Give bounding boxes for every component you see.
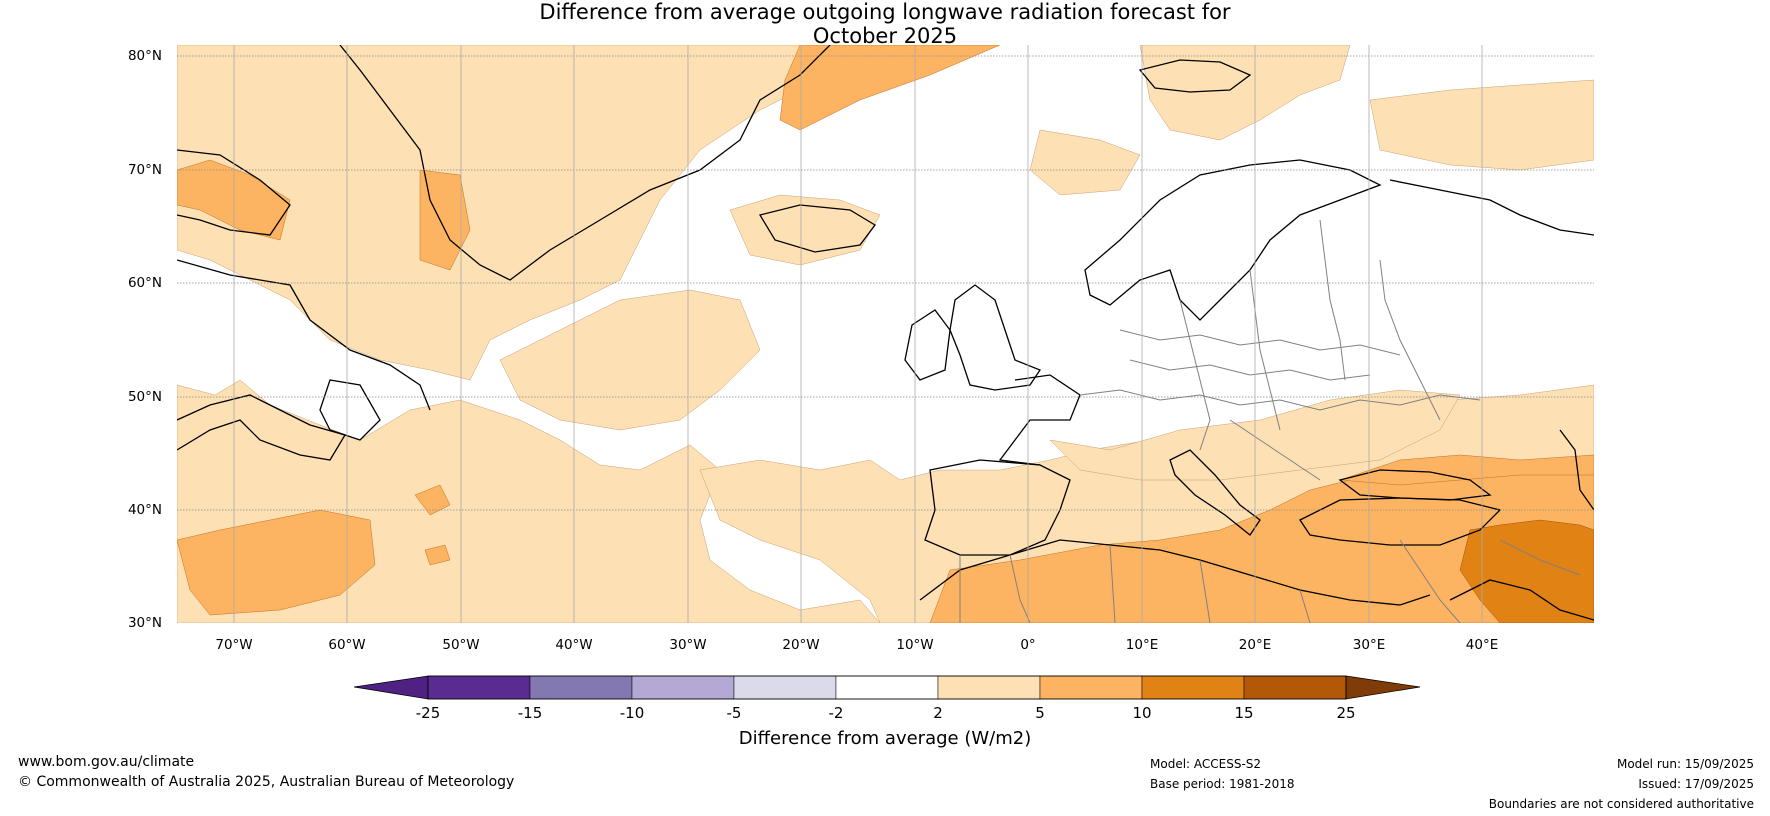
anomaly-region-sw-atlantic: [177, 509, 376, 616]
border-line-5: [1249, 269, 1281, 431]
footer-model-run: Model run: 15/09/2025: [1616, 757, 1754, 771]
colorbar-segment: [1141, 675, 1245, 700]
anomaly-region-labrador-sea: [419, 169, 471, 271]
footer-copyright: © Commonwealth of Australia 2025, Austra…: [18, 774, 515, 790]
coastline-arctic-russia: [1389, 179, 1594, 236]
border-line-14: [1009, 554, 1031, 623]
anomaly-region-north-atlantic: [177, 45, 831, 381]
lon-label-50w: 50°W: [442, 637, 480, 653]
border-line-4: [1179, 299, 1211, 451]
lon-label-30e: 30°E: [1352, 637, 1386, 653]
colorbar-segment: [529, 675, 633, 700]
coastline-iceland: [758, 204, 876, 253]
colorbar-segment: [937, 675, 1041, 700]
colorbar-outline: [427, 675, 1347, 700]
border-line-10: [1299, 589, 1311, 623]
coastline-iberia: [924, 459, 1071, 556]
lon-label-40w: 40°W: [555, 637, 593, 653]
map-title-line2: October 2025: [812, 24, 958, 48]
border-line-7: [1379, 259, 1441, 421]
colorbar-tick: -10: [619, 704, 645, 722]
graticule-longitudes: [233, 45, 1483, 623]
coastline-scandinavia: [1084, 159, 1382, 321]
lon-label-0: 0°: [1020, 637, 1036, 653]
colorbar-tick: 25: [1336, 704, 1356, 722]
coastline-france: [998, 374, 1081, 466]
anomaly-region-small-patch-2: [424, 544, 451, 566]
lon-label-10w: 10°W: [896, 637, 934, 653]
footer-model: Model: ACCESS-S2: [1150, 757, 1262, 771]
lon-label-40e: 40°E: [1465, 637, 1499, 653]
footer-disclaimer: Boundaries are not considered authoritat…: [1488, 797, 1754, 811]
lon-label-30w: 30°W: [669, 637, 707, 653]
colorbar-segment: [835, 675, 939, 700]
coastline-arabia: [1449, 579, 1594, 621]
lat-label-80n: 80°N: [127, 48, 162, 64]
colorbar-tick: 2: [933, 704, 943, 722]
lon-label-10e: 10°E: [1125, 637, 1159, 653]
anomaly-region-arabia: [1459, 519, 1594, 623]
coastline-labrador: [177, 259, 431, 411]
colorbar-tick: -15: [517, 704, 543, 722]
border-line-2: [1119, 329, 1401, 356]
anomaly-region-baffin: [177, 159, 291, 241]
coastlines: [177, 45, 1594, 621]
lon-label-20w: 20°W: [782, 637, 820, 653]
coastline-ireland: [904, 309, 951, 381]
coastline-north-africa: [919, 539, 1431, 606]
colorbar-tick: 5: [1035, 704, 1045, 722]
anomaly-region-barents: [1139, 45, 1351, 141]
coastline-novaya-zemlya: [1138, 59, 1252, 93]
lat-label-40n: 40°N: [127, 502, 162, 518]
coastline-newfoundland: [319, 379, 381, 441]
lat-label-60n: 60°N: [127, 275, 162, 291]
border-line-13: [1499, 539, 1581, 576]
colorbar-extension-high: [1345, 675, 1421, 700]
anomaly-layer: [177, 45, 1594, 623]
anomaly-region-middle-east: [1339, 454, 1594, 486]
lat-label-30n: 30°N: [127, 615, 162, 631]
country-borders: [959, 219, 1581, 623]
colorbar-segment: [1039, 675, 1143, 700]
colorbar-tick: -2: [828, 704, 844, 722]
border-line-11: [1199, 559, 1211, 623]
lon-label-60w: 60°W: [328, 637, 366, 653]
colorbar-extension-low: [353, 675, 429, 700]
graticule-latitudes: [177, 55, 1594, 511]
border-line-12: [1109, 544, 1116, 623]
colorbar-tick: -25: [415, 704, 441, 722]
anomaly-region-small-patch-1: [414, 484, 451, 516]
colorbar-tick: 15: [1234, 704, 1254, 722]
lon-label-20e: 20°E: [1238, 637, 1272, 653]
colorbar-label: Difference from average (W/m2): [738, 728, 1032, 749]
coastline-greenland: [339, 45, 831, 281]
border-line-6: [1319, 219, 1346, 381]
coastline-black-sea: [1338, 469, 1492, 501]
map-title: Difference from average outgoing longwav…: [0, 0, 1770, 48]
colorbar-segment: [631, 675, 735, 700]
border-line-8: [1229, 419, 1321, 481]
coastline-baffin: [177, 149, 291, 236]
border-line-9: [1399, 539, 1461, 623]
colorbar-tick: 10: [1132, 704, 1152, 722]
coastline-turkey: [1299, 497, 1502, 546]
footer-base-period: Base period: 1981-2018: [1150, 777, 1295, 791]
lat-label-70n: 70°N: [127, 162, 162, 178]
coastline-caspian: [1559, 429, 1594, 511]
colorbar-tick: -5: [726, 704, 742, 722]
colorbar-segment: [427, 675, 531, 700]
colorbar: [353, 675, 1421, 700]
footer-issued: Issued: 17/09/2025: [1638, 777, 1754, 791]
map-title-line1: Difference from average outgoing longwav…: [539, 0, 1231, 24]
colorbar-segment: [1243, 675, 1347, 700]
anomaly-region-mid-atlantic: [499, 289, 761, 431]
colorbar-segment: [733, 675, 837, 700]
lon-label-70w: 70°W: [215, 637, 253, 653]
lat-label-50n: 50°N: [127, 389, 162, 405]
footer-website-link[interactable]: www.bom.gov.au/climate: [18, 754, 195, 770]
anomaly-region-greenland-east: [779, 45, 1001, 131]
border-line-3: [1129, 359, 1371, 381]
